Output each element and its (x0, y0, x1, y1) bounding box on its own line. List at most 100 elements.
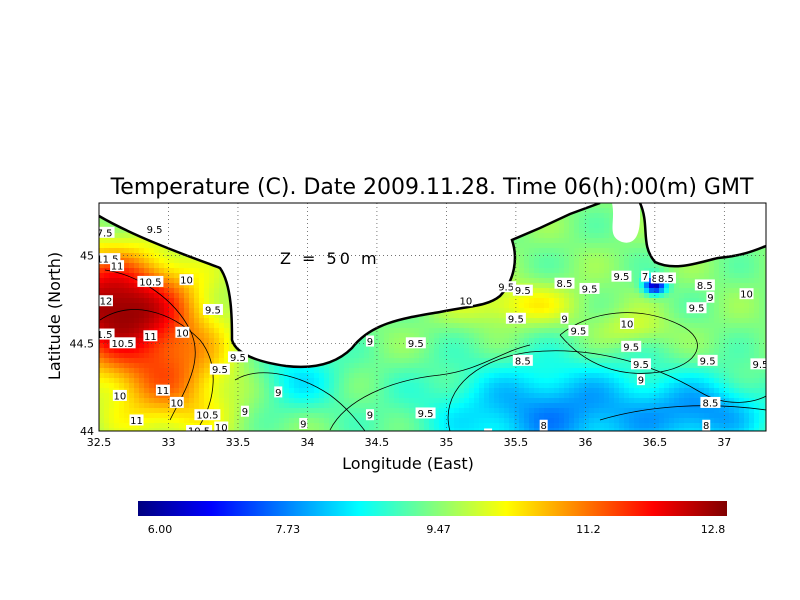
contour-label-bg (702, 419, 711, 431)
contour-label-bg (110, 260, 125, 272)
chart-title: Temperature (C). Date 2009.11.28. Time 0… (110, 175, 754, 200)
contour-label: 7.5 (97, 228, 113, 239)
y-tick-label: 44 (80, 425, 94, 438)
contour-label-bg (458, 295, 473, 307)
contour-label-bg (568, 325, 589, 337)
contour-label: 10 (176, 328, 189, 339)
contour-label-bg (512, 284, 533, 296)
contour-label: 8 (540, 421, 546, 432)
contour-label: 9.5 (515, 286, 531, 297)
contour-label-bg (155, 384, 170, 396)
contour-label: 9.5 (582, 284, 598, 295)
contour-label: 10.5 (196, 411, 218, 422)
crimea-land (99, 203, 600, 367)
contour-label-bg (686, 302, 707, 314)
contour-label: 10 (740, 290, 753, 301)
contour-label: 9.5 (633, 360, 649, 371)
y-axis-ticks: 44 44.5 45 (70, 250, 95, 438)
contour-label: 8 (703, 421, 709, 432)
contour-label: 9.5 (623, 342, 639, 353)
x-tick-label: 33 (161, 436, 175, 449)
x-tick-label: 34 (300, 436, 314, 449)
y-tick-label: 44.5 (70, 337, 95, 350)
contour-label-bg (365, 409, 374, 421)
x-tick-label: 36 (578, 436, 592, 449)
contour-label: 9.5 (418, 409, 434, 420)
contour-label: 8.5 (702, 398, 718, 409)
contour-label-bg (579, 282, 600, 294)
contour-label: 9 (561, 314, 567, 325)
contour-label-bg (655, 272, 676, 284)
contour-label: 11 (111, 262, 124, 273)
contour-label-bg (179, 274, 194, 286)
contour-label-bg (175, 326, 190, 338)
contour-label-bg (641, 270, 650, 282)
contour-label: 10 (215, 423, 228, 434)
contour-label: 9 (638, 376, 644, 387)
contour-label-bg (194, 409, 221, 421)
contour-label: 11 (144, 332, 157, 343)
contour-label: 9.5 (614, 272, 630, 283)
contour-label-bg (694, 279, 715, 291)
contour-label-bg (415, 407, 436, 419)
x-axis-label: Longitude (East) (342, 454, 474, 473)
contour-label: 10 (180, 276, 193, 287)
contour-label: 9.5 (508, 314, 524, 325)
contour-label-bg (112, 389, 127, 401)
contour-label: 9 (300, 419, 306, 430)
contour-label: 8.5 (697, 281, 713, 292)
contour-label-bg (99, 295, 113, 307)
colorbar-tick-label: 9.47 (426, 523, 451, 536)
contour-label-bg (496, 281, 517, 293)
contour-label: 9.5 (498, 283, 514, 294)
x-tick-label: 32.5 (87, 436, 112, 449)
contour-label-bg (129, 414, 144, 426)
colorbar: 6.00 7.73 9.47 11.2 12.8 (138, 501, 727, 536)
contour-label-bg (636, 374, 645, 386)
contour-label: 9.5 (212, 365, 228, 376)
contour-label: 8 (485, 430, 491, 441)
contour-label: 10.5 (111, 339, 133, 350)
contour-label: 10 (113, 391, 126, 402)
x-axis-ticks: 32.5 33 33.5 34 34.5 35 35.5 36 36.5 37 (87, 436, 732, 449)
contour-label: 10.5 (139, 277, 161, 288)
contour-label: 11.5 (96, 255, 118, 266)
contour-label: 9.5 (230, 353, 246, 364)
contour-label-bg (512, 354, 533, 366)
contour-label: 8.5 (658, 274, 674, 285)
contour-label-bg (706, 291, 715, 303)
contour-lines (99, 203, 766, 431)
contour-label: 9 (367, 337, 373, 348)
x-tick-label: 37 (717, 436, 731, 449)
contour-label-bg (484, 428, 493, 431)
contour-label-bg (650, 272, 659, 284)
colorbar-tick-label: 11.2 (576, 523, 601, 536)
contour-label: 11 (130, 416, 143, 427)
contour-label-bg (299, 417, 308, 429)
contour-label-bg (202, 303, 223, 315)
contour-label: 9.5 (752, 360, 768, 371)
contour-label-bg (539, 419, 548, 431)
contour-label-bg (700, 396, 721, 408)
contour-label: 9.5 (205, 305, 221, 316)
contour-label: 9 (707, 293, 713, 304)
contour-label-bg (560, 312, 569, 324)
contour-label-bg (405, 337, 426, 349)
contour-label: 7 (642, 272, 648, 283)
contour-label-bg (630, 358, 651, 370)
contour-label: 8.5 (557, 279, 573, 290)
contour-label: 10.5 (188, 427, 210, 438)
x-tick-label: 35.5 (504, 436, 529, 449)
contour-label: 9.5 (700, 356, 716, 367)
contour-label-bg (274, 386, 283, 398)
mainland-coast (638, 203, 766, 268)
contour-label-bg (697, 354, 718, 366)
colorbar-tick-label: 7.73 (276, 523, 301, 536)
x-tick-label: 36.5 (643, 436, 668, 449)
contour-label-bg (365, 335, 374, 347)
contour-label-bg (137, 275, 164, 287)
contour-label: 9.5 (147, 225, 163, 236)
